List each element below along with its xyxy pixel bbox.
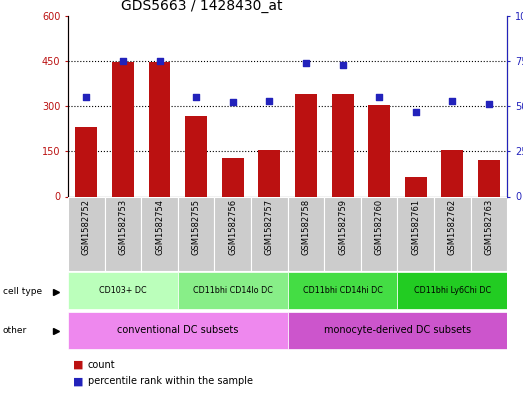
Point bbox=[412, 108, 420, 115]
Point bbox=[485, 101, 493, 107]
Bar bbox=[68, 312, 288, 349]
Bar bbox=[478, 160, 500, 196]
Text: percentile rank within the sample: percentile rank within the sample bbox=[88, 376, 253, 386]
Bar bbox=[295, 94, 317, 196]
Point bbox=[192, 94, 200, 100]
Point bbox=[448, 97, 457, 104]
Point bbox=[119, 58, 127, 64]
Bar bbox=[441, 150, 463, 196]
Bar bbox=[222, 158, 244, 196]
Text: ■: ■ bbox=[73, 360, 84, 370]
Text: GSM1582763: GSM1582763 bbox=[484, 199, 494, 255]
Bar bbox=[178, 196, 214, 271]
Bar bbox=[332, 94, 354, 196]
Text: GSM1582755: GSM1582755 bbox=[191, 199, 201, 255]
Text: GSM1582760: GSM1582760 bbox=[374, 199, 384, 255]
Bar bbox=[68, 196, 105, 271]
Text: CD11bhi CD14lo DC: CD11bhi CD14lo DC bbox=[193, 286, 272, 295]
Point bbox=[302, 60, 310, 66]
Text: CD103+ DC: CD103+ DC bbox=[99, 286, 147, 295]
Bar bbox=[288, 196, 324, 271]
Text: GSM1582762: GSM1582762 bbox=[448, 199, 457, 255]
Bar bbox=[251, 196, 288, 271]
Bar bbox=[68, 272, 178, 309]
Point bbox=[375, 94, 383, 100]
Text: cell type: cell type bbox=[3, 287, 42, 296]
Text: GSM1582752: GSM1582752 bbox=[82, 199, 91, 255]
Bar bbox=[258, 150, 280, 196]
Bar bbox=[149, 62, 170, 196]
Text: GSM1582758: GSM1582758 bbox=[301, 199, 311, 255]
Text: count: count bbox=[88, 360, 116, 370]
Bar bbox=[75, 127, 97, 196]
Point bbox=[155, 58, 164, 64]
Text: GSM1582757: GSM1582757 bbox=[265, 199, 274, 255]
Text: ■: ■ bbox=[73, 376, 84, 386]
Point bbox=[82, 94, 90, 100]
Bar bbox=[397, 272, 507, 309]
Text: CD11bhi CD14hi DC: CD11bhi CD14hi DC bbox=[303, 286, 382, 295]
Text: GSM1582753: GSM1582753 bbox=[118, 199, 128, 255]
Bar bbox=[214, 196, 251, 271]
Bar bbox=[185, 116, 207, 196]
Bar bbox=[368, 105, 390, 196]
Point bbox=[338, 61, 347, 68]
Text: conventional DC subsets: conventional DC subsets bbox=[117, 325, 238, 335]
Point bbox=[265, 97, 274, 104]
Bar bbox=[141, 196, 178, 271]
Bar bbox=[471, 196, 507, 271]
Bar bbox=[397, 196, 434, 271]
Text: CD11bhi Ly6Chi DC: CD11bhi Ly6Chi DC bbox=[414, 286, 491, 295]
Text: GSM1582761: GSM1582761 bbox=[411, 199, 420, 255]
Bar bbox=[288, 272, 397, 309]
Bar bbox=[405, 177, 427, 196]
Bar bbox=[112, 62, 134, 196]
Bar bbox=[288, 312, 507, 349]
Bar bbox=[105, 196, 141, 271]
Bar bbox=[434, 196, 471, 271]
Point bbox=[229, 99, 237, 106]
Text: GSM1582756: GSM1582756 bbox=[228, 199, 237, 255]
Text: GDS5663 / 1428430_at: GDS5663 / 1428430_at bbox=[121, 0, 282, 13]
Text: monocyte-derived DC subsets: monocyte-derived DC subsets bbox=[324, 325, 471, 335]
Text: GSM1582759: GSM1582759 bbox=[338, 199, 347, 255]
Bar bbox=[324, 196, 361, 271]
Bar bbox=[361, 196, 397, 271]
Text: GSM1582754: GSM1582754 bbox=[155, 199, 164, 255]
Text: other: other bbox=[3, 327, 27, 335]
Bar bbox=[178, 272, 288, 309]
